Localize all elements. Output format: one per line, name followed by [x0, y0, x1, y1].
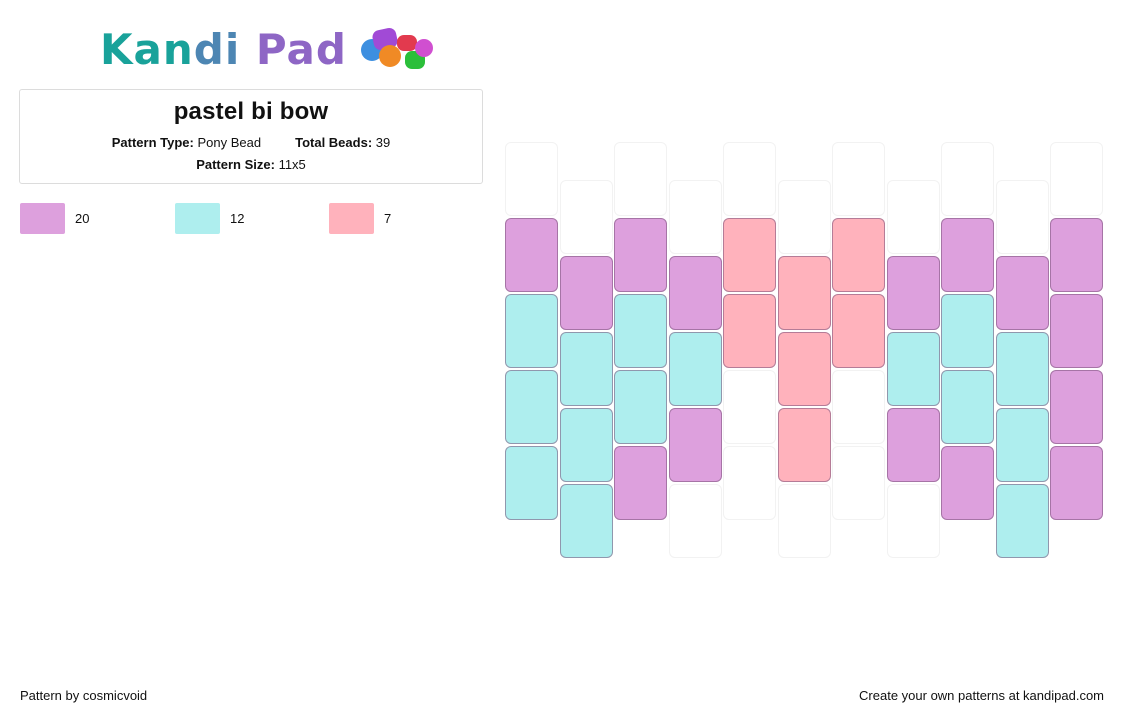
- bead: [505, 294, 558, 368]
- bead: [1050, 294, 1103, 368]
- bead: [723, 370, 776, 444]
- kandipad-link[interactable]: Create your own patterns at kandipad.com: [859, 688, 1104, 703]
- bead: [668, 256, 722, 330]
- bead: [777, 332, 831, 406]
- bead: [559, 332, 613, 406]
- pattern-title: pastel bi bow: [173, 98, 329, 125]
- bead: [723, 142, 776, 216]
- bead: [668, 484, 722, 558]
- bead: [1050, 218, 1103, 292]
- bead: [559, 180, 613, 254]
- bead: [886, 256, 940, 330]
- bead: [995, 408, 1049, 482]
- bead: [505, 446, 558, 520]
- legend-count-lavender: 20: [75, 211, 90, 226]
- bead: [777, 256, 831, 330]
- bead: [832, 142, 885, 216]
- bead: [559, 408, 613, 482]
- bead: [668, 332, 722, 406]
- bead: [995, 180, 1049, 254]
- total-beads: Total Beads: 39: [295, 135, 391, 150]
- logo-wordmark: Kandi Pad: [100, 24, 347, 74]
- bead: [777, 408, 831, 482]
- legend-count-pink: 7: [384, 211, 392, 226]
- bead: [995, 332, 1049, 406]
- bead: [941, 218, 994, 292]
- bead: [723, 446, 776, 520]
- bead: [614, 294, 667, 368]
- bead: [1050, 142, 1103, 216]
- bead: [886, 180, 940, 254]
- legend-swatch-pink: [329, 203, 374, 234]
- legend-swatch-lavender: [20, 203, 65, 234]
- bead: [941, 446, 994, 520]
- bead: [559, 256, 613, 330]
- bead: [505, 370, 558, 444]
- bead: [832, 446, 885, 520]
- bead: [1050, 370, 1103, 444]
- kandi-pad-logo[interactable]: Kandi Pad: [100, 22, 437, 76]
- bead: [614, 446, 667, 520]
- bead: [995, 484, 1049, 558]
- bead: [941, 294, 994, 368]
- bead: [614, 142, 667, 216]
- bead: [886, 408, 940, 482]
- bead: [505, 142, 558, 216]
- bead: [941, 142, 994, 216]
- bead: [777, 180, 831, 254]
- bead: [941, 370, 994, 444]
- bead: [559, 484, 613, 558]
- author-credit: Pattern by cosmicvoid: [20, 688, 148, 703]
- bead: [614, 218, 667, 292]
- pattern-size: Pattern Size: 11x5: [196, 157, 306, 172]
- bead: [777, 484, 831, 558]
- bead: [614, 370, 667, 444]
- bead: [886, 484, 940, 558]
- bead: [668, 180, 722, 254]
- bead: [832, 294, 885, 368]
- beads-logo-icon: [357, 25, 437, 73]
- legend-count-aqua: 12: [230, 211, 245, 226]
- bead: [505, 218, 558, 292]
- bead: [995, 256, 1049, 330]
- bead: [886, 332, 940, 406]
- bead: [723, 218, 776, 292]
- pattern-type: Pattern Type: Pony Bead: [111, 135, 262, 150]
- pattern-info-card: pastel bi bow Pattern Type: Pony Bead To…: [19, 89, 483, 184]
- legend-swatch-aqua: [175, 203, 220, 234]
- bead: [723, 294, 776, 368]
- bead: [832, 218, 885, 292]
- bead: [832, 370, 885, 444]
- bead: [668, 408, 722, 482]
- bead: [1050, 446, 1103, 520]
